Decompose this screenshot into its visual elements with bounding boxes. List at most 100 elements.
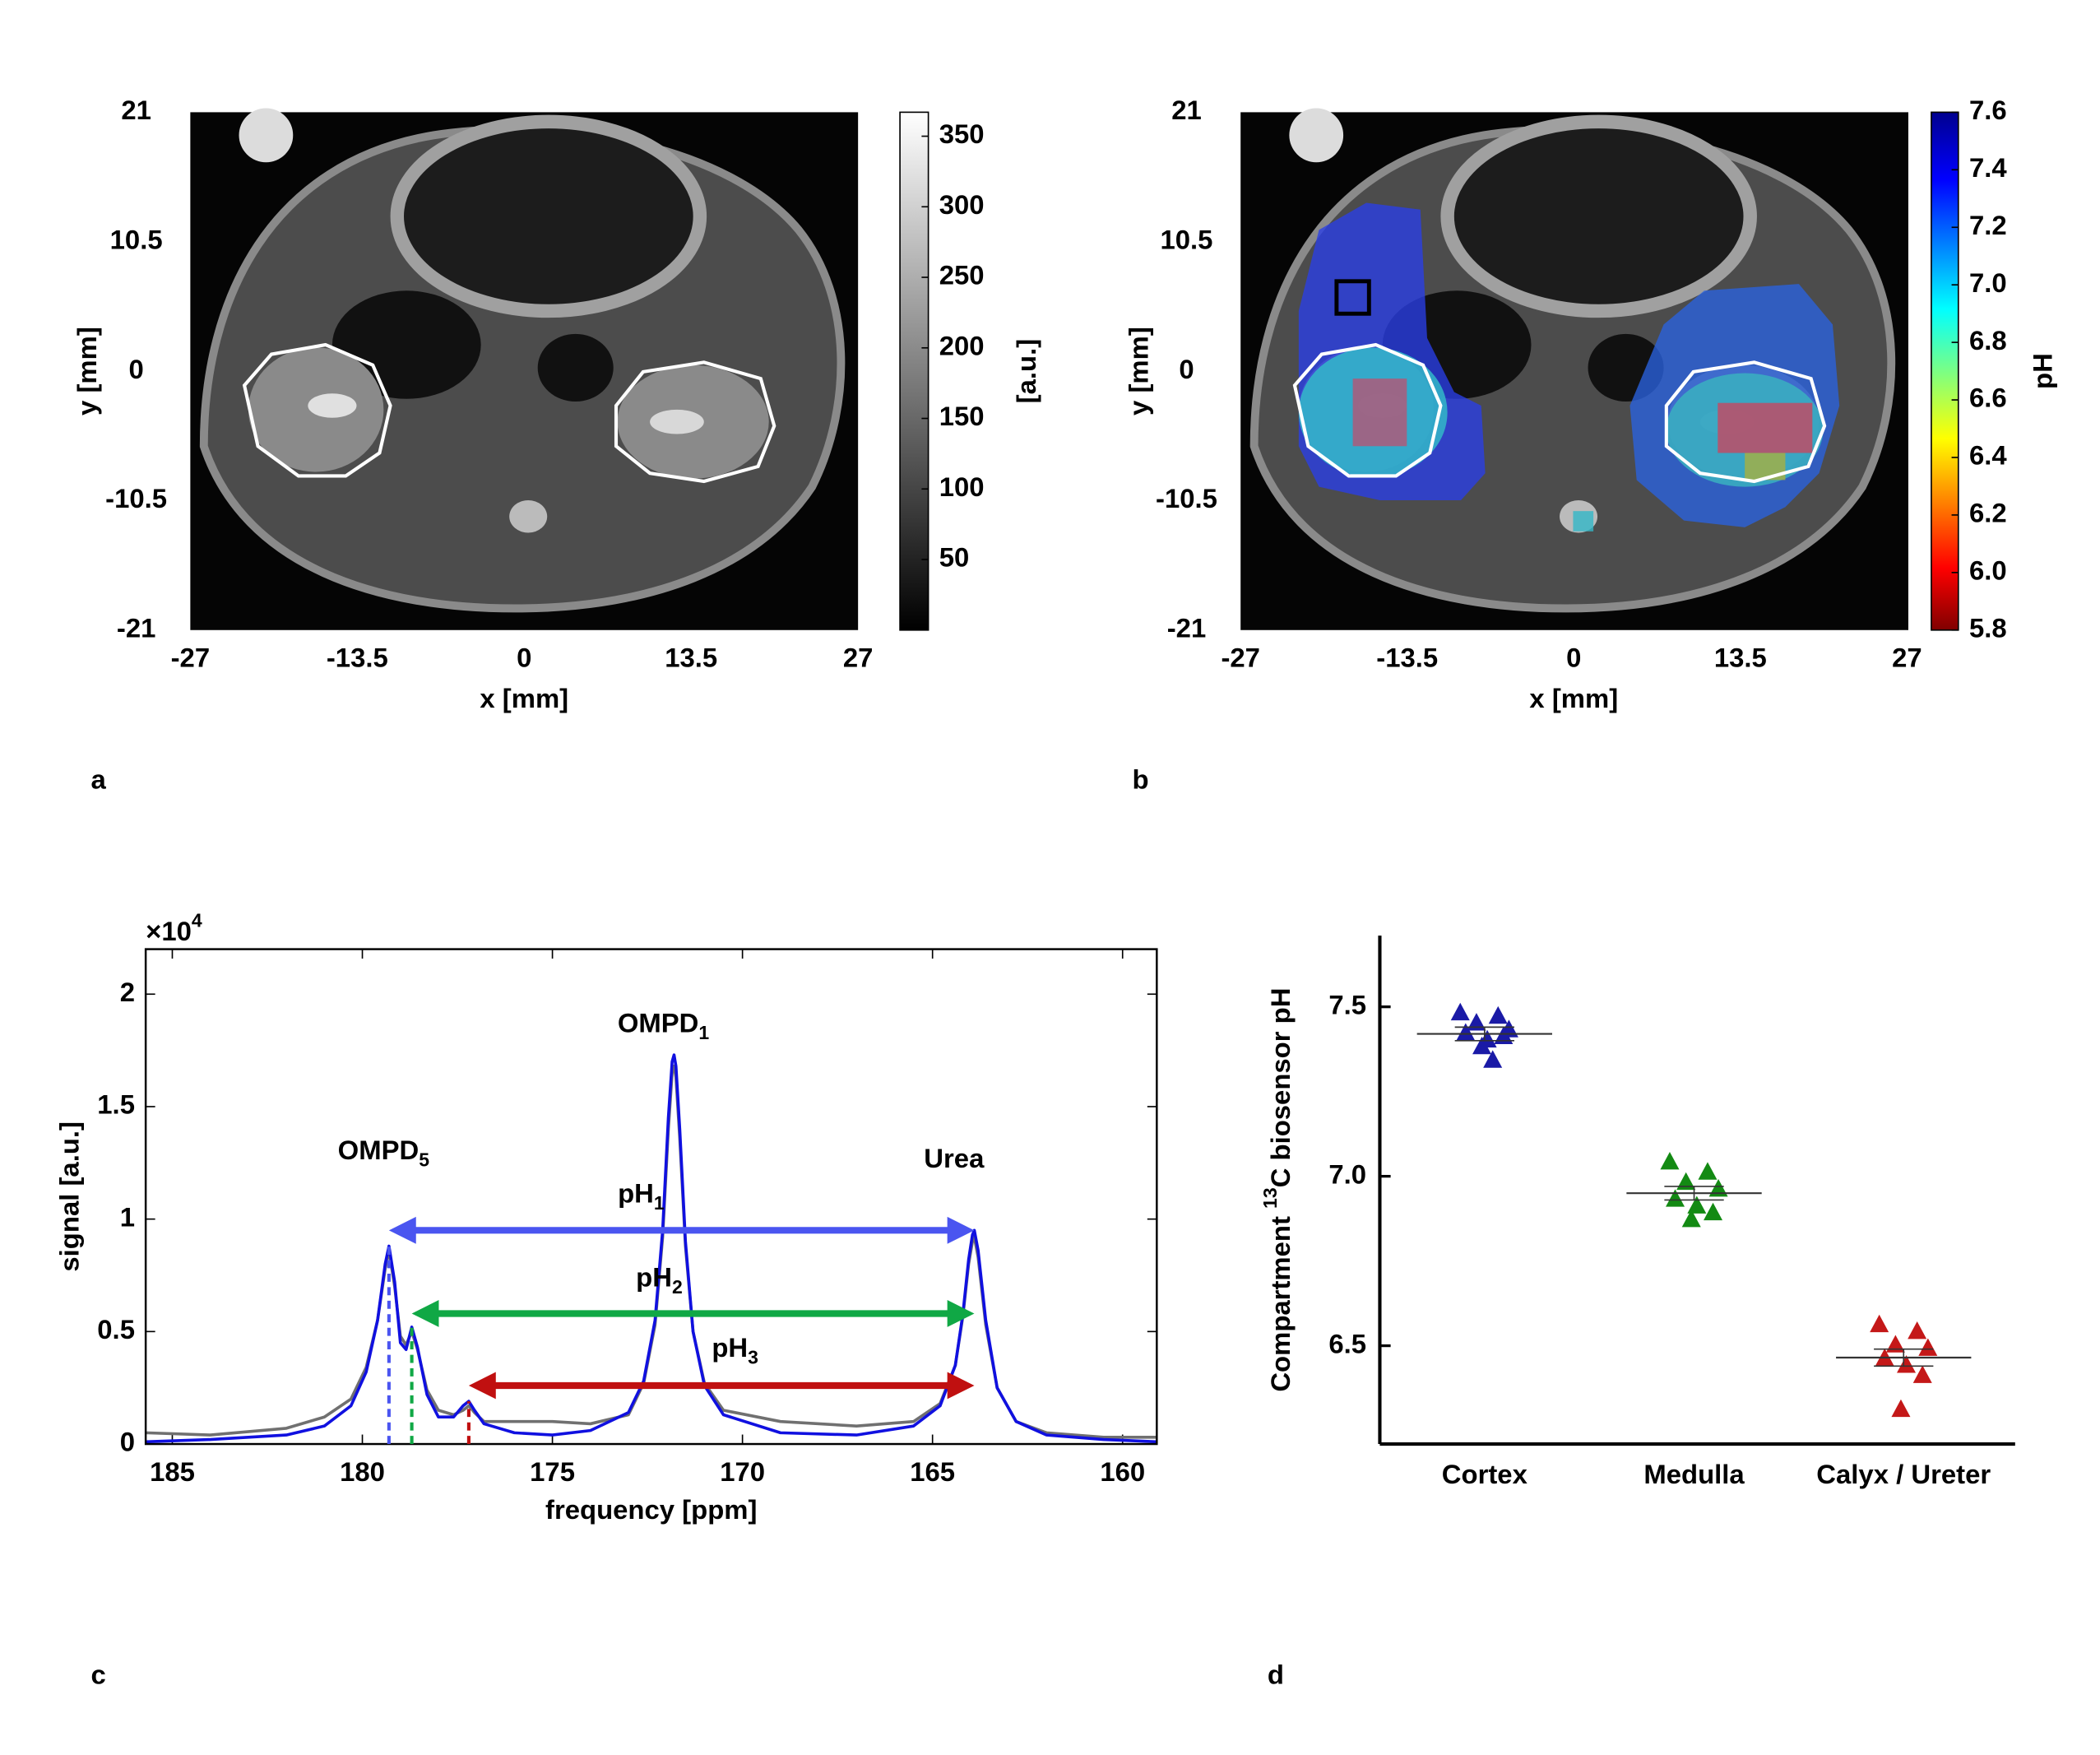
kidney-outline bbox=[614, 360, 776, 484]
arrow-label-part: pH bbox=[712, 1332, 748, 1363]
colorbar-tick-label: 250 bbox=[939, 260, 985, 290]
colorbar-tick-label: 7.0 bbox=[1969, 267, 2007, 298]
x-tick-label: Cortex bbox=[1442, 1459, 1528, 1489]
arrow-head bbox=[947, 1372, 975, 1400]
y-axis-label-part: C biosensor pH bbox=[1265, 988, 1296, 1188]
x-axis-label: x [mm] bbox=[480, 683, 568, 713]
colorbar-label: [a.u.] bbox=[1011, 339, 1041, 404]
data-point bbox=[1897, 1355, 1917, 1373]
panel-label: a bbox=[90, 764, 106, 795]
x-tick-label: 180 bbox=[340, 1456, 385, 1487]
panel-label: d bbox=[1268, 1659, 1284, 1689]
y-axis-label: Compartment 13C biosensor pH bbox=[1259, 988, 1296, 1392]
peak-label: OMPD5 bbox=[338, 1135, 430, 1171]
y-tick-label: 10.5 bbox=[1160, 224, 1212, 254]
colorbar-tick-label: 50 bbox=[939, 542, 970, 573]
colorbar-tick-label: 6.6 bbox=[1969, 383, 2007, 413]
y-tick-label: 2 bbox=[120, 977, 135, 1007]
y-tick-label: -21 bbox=[117, 612, 156, 643]
colorbar-tick-label: 5.8 bbox=[1969, 612, 2007, 643]
y-tick-label: 0.5 bbox=[97, 1314, 135, 1344]
x-tick-label: 13.5 bbox=[1714, 643, 1767, 673]
spectrum-line bbox=[146, 1064, 1157, 1439]
arrow-head bbox=[388, 1216, 416, 1244]
colorbar bbox=[1931, 111, 1959, 631]
peak-label-part: OMPD bbox=[618, 1007, 699, 1038]
axes-box bbox=[144, 948, 1158, 1446]
data-point bbox=[1687, 1196, 1707, 1214]
data-point bbox=[1708, 1178, 1728, 1197]
panel-label: c bbox=[90, 1659, 105, 1689]
data-point bbox=[1467, 1013, 1486, 1031]
data-point bbox=[1450, 1002, 1470, 1021]
arrow-label: pH1 bbox=[618, 1177, 665, 1214]
y-tick-label: 1 bbox=[120, 1201, 135, 1232]
colorbar-tick-label: 6.0 bbox=[1969, 555, 2007, 586]
y-tick-label: 21 bbox=[1171, 95, 1202, 125]
x-axis-label: x [mm] bbox=[1529, 683, 1618, 713]
arrow-label-part: 2 bbox=[672, 1276, 683, 1298]
data-point bbox=[1494, 1026, 1514, 1044]
panel-label: b bbox=[1133, 764, 1149, 795]
x-tick-label: Medulla bbox=[1643, 1459, 1745, 1489]
x-tick-label: 13.5 bbox=[665, 643, 717, 673]
colorbar-tick-label: 300 bbox=[939, 189, 985, 220]
data-point bbox=[1666, 1189, 1685, 1207]
ph-overlay bbox=[1292, 202, 1840, 532]
x-tick-label: -13.5 bbox=[1376, 643, 1438, 673]
colorbar-tick-label: 7.2 bbox=[1969, 210, 2007, 240]
x-tick-label: 160 bbox=[1100, 1456, 1145, 1487]
arrow-head bbox=[947, 1300, 975, 1327]
mri-image bbox=[190, 108, 858, 629]
x-tick-label: 185 bbox=[150, 1456, 195, 1487]
colorbar-tick-label: 350 bbox=[939, 118, 985, 149]
y-axis-label: signal [a.u.] bbox=[53, 1121, 84, 1272]
x-tick-label: 165 bbox=[910, 1456, 955, 1487]
y-multiplier-part: 4 bbox=[192, 910, 202, 931]
x-tick-label: 0 bbox=[1566, 643, 1581, 673]
x-tick-label: 175 bbox=[530, 1456, 575, 1487]
kidney-outline bbox=[242, 342, 392, 478]
x-tick-label: 0 bbox=[517, 643, 531, 673]
data-point bbox=[1704, 1202, 1723, 1221]
colorbar-tick-label: 7.4 bbox=[1969, 152, 2007, 183]
y-axis-label: y [mm] bbox=[1123, 327, 1153, 416]
y-tick-label: -10.5 bbox=[1156, 483, 1217, 513]
colorbar-tick-label: 100 bbox=[939, 471, 985, 502]
x-tick-label: -27 bbox=[1221, 643, 1260, 673]
y-tick-label: 7.5 bbox=[1328, 989, 1366, 1019]
x-axis-label: frequency [ppm] bbox=[545, 1494, 757, 1525]
colorbar-tick-label: 6.2 bbox=[1969, 498, 2007, 528]
x-tick-label: 27 bbox=[1892, 643, 1922, 673]
data-point bbox=[1488, 1005, 1508, 1024]
data-point bbox=[1891, 1399, 1911, 1418]
y-tick-label: -21 bbox=[1167, 612, 1207, 643]
arrow-label-part: 1 bbox=[654, 1192, 665, 1214]
arrow-label: pH3 bbox=[712, 1332, 758, 1368]
colorbar-tick-label: 200 bbox=[939, 330, 985, 360]
y-tick-label: 1.5 bbox=[97, 1089, 135, 1120]
data-point bbox=[1870, 1314, 1889, 1333]
x-tick-label: 170 bbox=[720, 1456, 765, 1487]
y-tick-label: 10.5 bbox=[110, 224, 163, 254]
colorbar-tick-label: 7.6 bbox=[1969, 95, 2007, 125]
peak-label: OMPD1 bbox=[618, 1007, 710, 1043]
y-tick-label: -10.5 bbox=[105, 483, 167, 513]
y-multiplier-part: ×10 bbox=[146, 916, 192, 946]
x-tick-label: Calyx / Ureter bbox=[1816, 1459, 1991, 1489]
arrow-label-part: pH bbox=[618, 1177, 654, 1208]
y-axis-label: y [mm] bbox=[72, 327, 102, 416]
y-multiplier: ×104 bbox=[146, 910, 202, 946]
data-point bbox=[1681, 1209, 1701, 1228]
data-point bbox=[1918, 1338, 1938, 1356]
x-tick-label: 27 bbox=[843, 643, 874, 673]
arrow-head bbox=[947, 1216, 975, 1244]
x-tick-label: -27 bbox=[171, 643, 210, 673]
arrow-label: pH2 bbox=[636, 1261, 683, 1298]
colorbar-tick-label: 6.4 bbox=[1969, 440, 2007, 471]
data-point bbox=[1885, 1335, 1905, 1353]
y-tick-label: 7.0 bbox=[1328, 1158, 1366, 1189]
x-tick-label: -13.5 bbox=[327, 643, 388, 673]
data-point bbox=[1676, 1172, 1696, 1191]
